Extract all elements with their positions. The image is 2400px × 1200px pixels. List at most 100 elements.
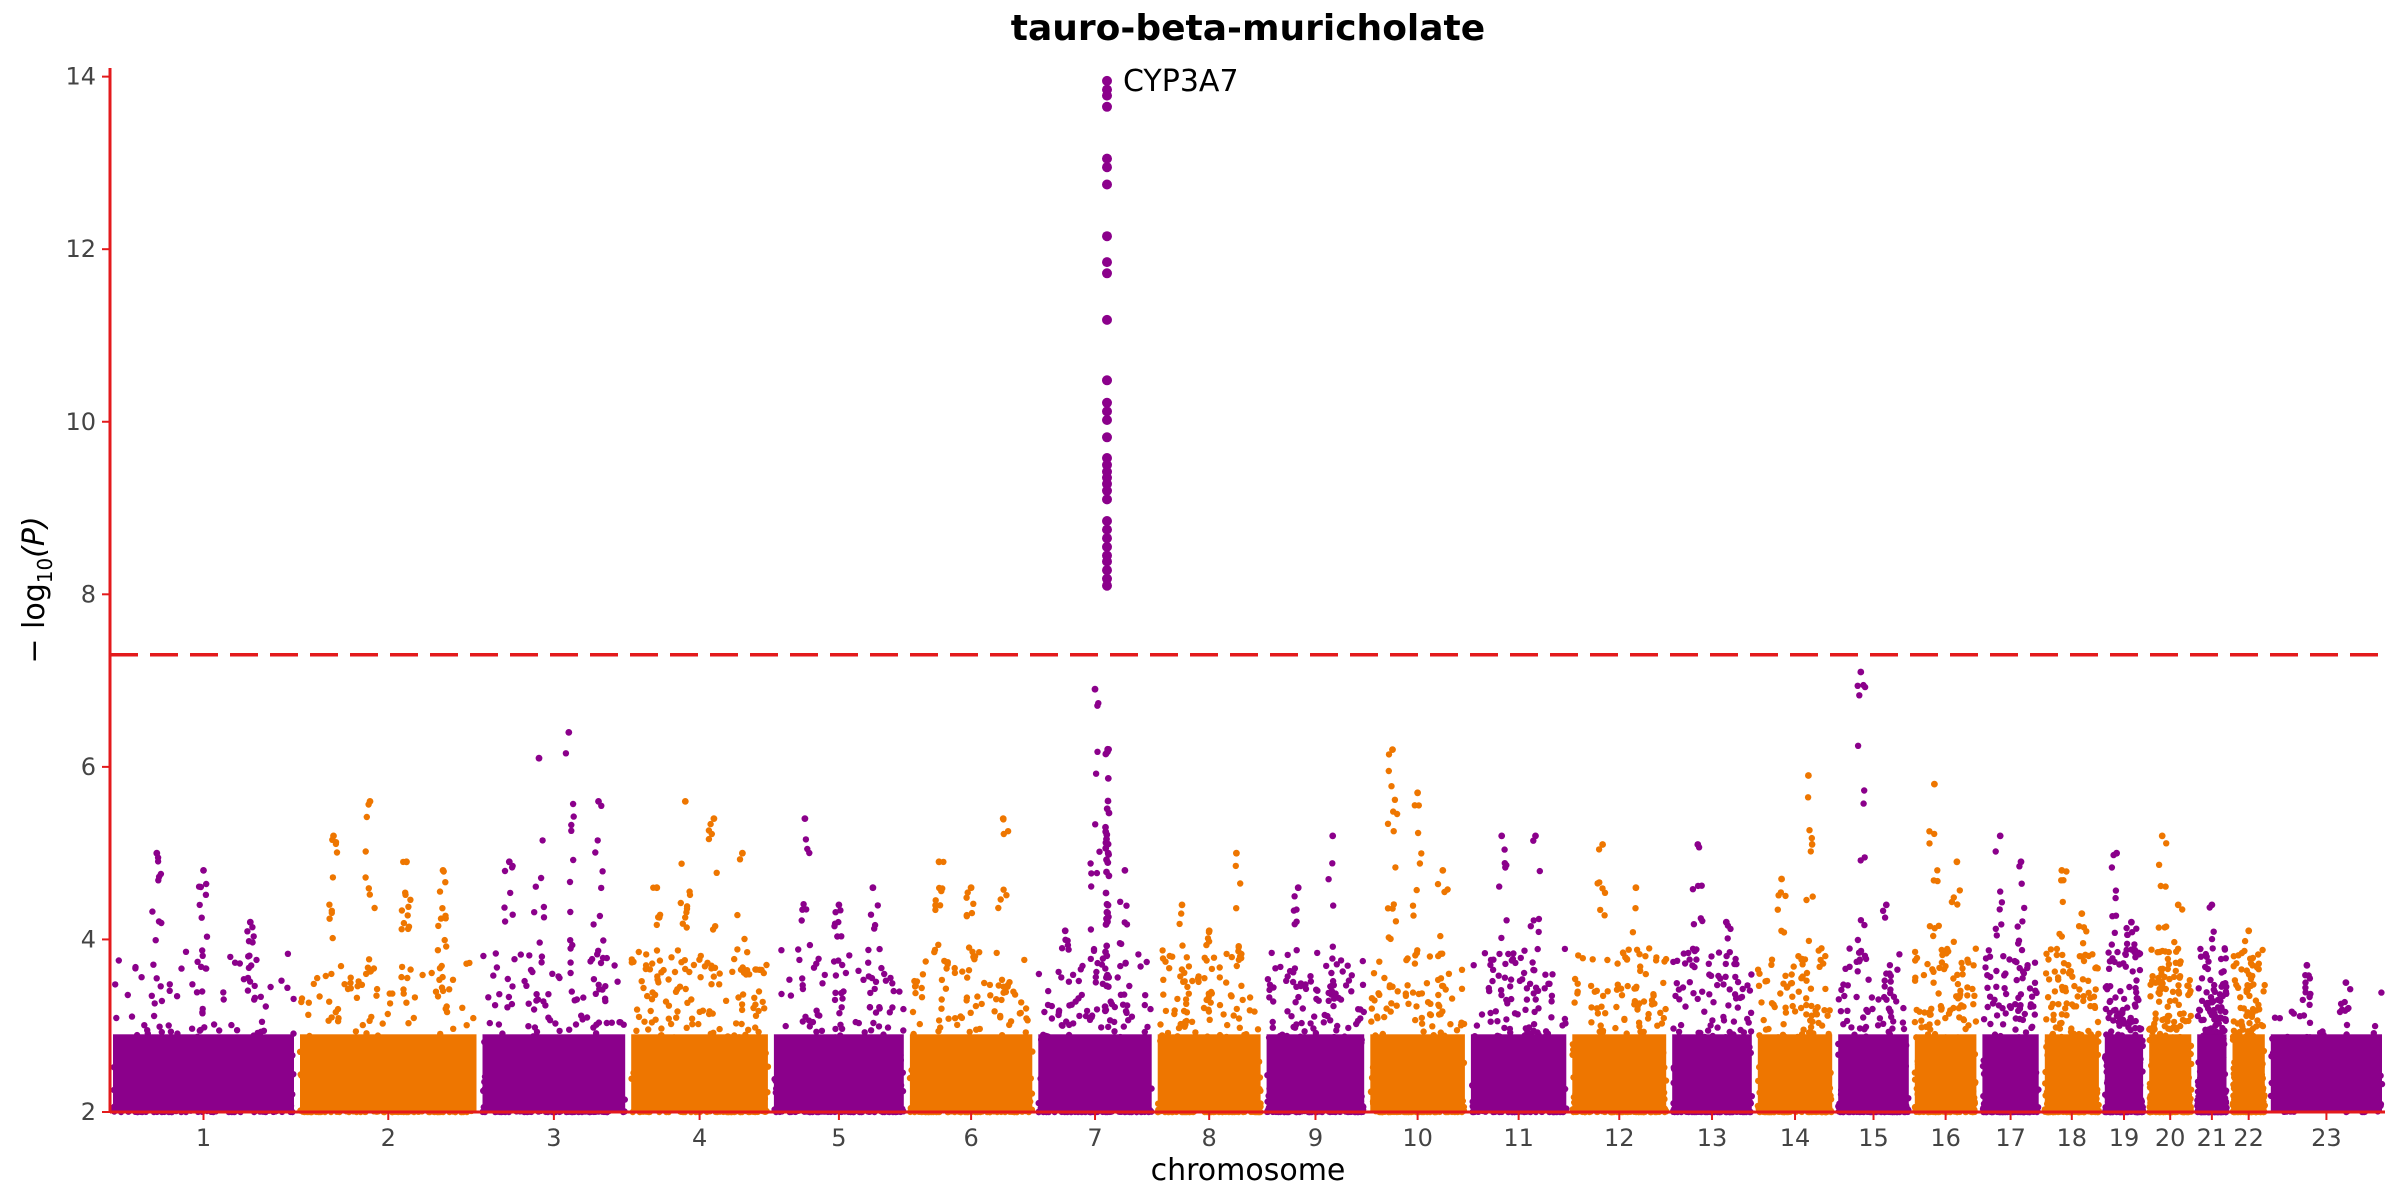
snp-point <box>1105 1023 1112 1031</box>
snp-point <box>572 1021 580 1028</box>
snp-point <box>1237 880 1244 887</box>
snp-point <box>945 1015 952 1022</box>
snp-point <box>1183 954 1191 961</box>
chromosome-15-points <box>1835 668 1912 1116</box>
snp-point <box>227 953 234 961</box>
snp-point <box>887 974 894 982</box>
snp-point <box>536 939 543 946</box>
snp-point <box>1093 869 1101 877</box>
snp-point <box>1266 994 1273 1001</box>
snp-point <box>1251 1008 1258 1015</box>
snp-point <box>1090 947 1098 954</box>
snp-point <box>1526 980 1534 987</box>
snp-point <box>876 945 883 953</box>
snp-point <box>1411 802 1419 809</box>
snp-point <box>814 1011 821 1018</box>
snp-point <box>592 990 599 997</box>
snp-point <box>1330 902 1337 909</box>
snp-point <box>744 949 751 956</box>
dense-snp-band <box>482 1034 626 1112</box>
snp-point <box>1108 1000 1116 1008</box>
snp-point <box>1535 928 1542 936</box>
snp-point <box>1420 1028 1427 1035</box>
snp-point <box>653 947 661 954</box>
snp-point <box>708 830 715 838</box>
snp-point <box>578 1012 585 1019</box>
snp-point <box>1709 1017 1716 1024</box>
snp-point <box>1503 1016 1510 1023</box>
snp-point <box>1208 965 1216 973</box>
snp-point <box>633 1027 640 1035</box>
snp-point <box>881 970 888 978</box>
snp-peak-point <box>835 901 843 909</box>
snp-point <box>998 996 1005 1004</box>
snp-point <box>314 974 321 982</box>
snp-point <box>1809 893 1816 900</box>
snp-point <box>573 996 581 1003</box>
snp-peak-point <box>1722 918 1730 926</box>
snp-point <box>976 949 983 956</box>
snp-point <box>1714 1024 1721 1031</box>
snp-point <box>981 979 988 987</box>
snp-point <box>734 946 741 953</box>
snp-point <box>1708 953 1715 960</box>
snp-point <box>729 968 736 975</box>
snp-point <box>778 990 785 998</box>
snp-point <box>1706 971 1713 978</box>
snp-point <box>196 901 203 909</box>
snp-point <box>1453 1027 1461 1034</box>
snp-point <box>1740 1029 1748 1036</box>
snp-point <box>379 1020 386 1027</box>
snp-point <box>1000 886 1007 893</box>
dense-snp-band <box>1266 1034 1365 1112</box>
snp-point <box>566 878 574 886</box>
snp-peak-point <box>1439 867 1447 874</box>
snp-point <box>1458 966 1466 973</box>
snp-point <box>248 962 255 969</box>
snp-point <box>246 978 254 985</box>
snp-point <box>1418 1020 1426 1027</box>
snp-point <box>800 901 807 908</box>
snp-point <box>1441 888 1448 896</box>
snp-point <box>649 960 656 967</box>
snp-point <box>1393 1002 1400 1009</box>
snp-point <box>373 985 381 993</box>
snp-point <box>1238 982 1245 989</box>
snp-point <box>1041 1008 1048 1016</box>
snp-point <box>1374 1015 1381 1022</box>
snp-point <box>1534 945 1541 953</box>
snp-point <box>1434 976 1442 984</box>
snp-point <box>1502 960 1509 968</box>
snp-point <box>1185 963 1193 970</box>
snp-point <box>1535 915 1543 923</box>
snp-peak-point <box>1294 884 1302 892</box>
snp-point <box>751 994 758 1001</box>
snp-point <box>517 951 524 958</box>
snp-point <box>305 999 312 1006</box>
snp-point <box>373 992 380 999</box>
snp-point <box>964 974 971 981</box>
snp-point <box>935 1028 942 1035</box>
snp-point <box>1339 968 1346 975</box>
snp-point <box>912 989 919 997</box>
snp-point <box>970 953 977 961</box>
snp-point <box>860 976 867 983</box>
snp-point <box>1710 999 1717 1006</box>
snp-point <box>608 1019 615 1026</box>
snp-point <box>1574 988 1581 995</box>
snp-point <box>1808 1012 1815 1019</box>
snp-point <box>1083 1007 1091 1015</box>
snp-point <box>1516 977 1524 985</box>
snp-point <box>1662 955 1670 963</box>
snp-point <box>1672 992 1679 1000</box>
snp-point <box>419 971 426 979</box>
snp-point <box>1290 969 1297 976</box>
snp-point <box>795 946 802 953</box>
snp-point <box>1065 946 1072 953</box>
snp-point <box>352 1028 360 1035</box>
snp-point <box>1818 945 1825 952</box>
snp-point <box>1291 893 1298 900</box>
snp-point <box>674 947 682 954</box>
snp-point <box>968 909 976 917</box>
snp-point <box>1748 971 1755 978</box>
